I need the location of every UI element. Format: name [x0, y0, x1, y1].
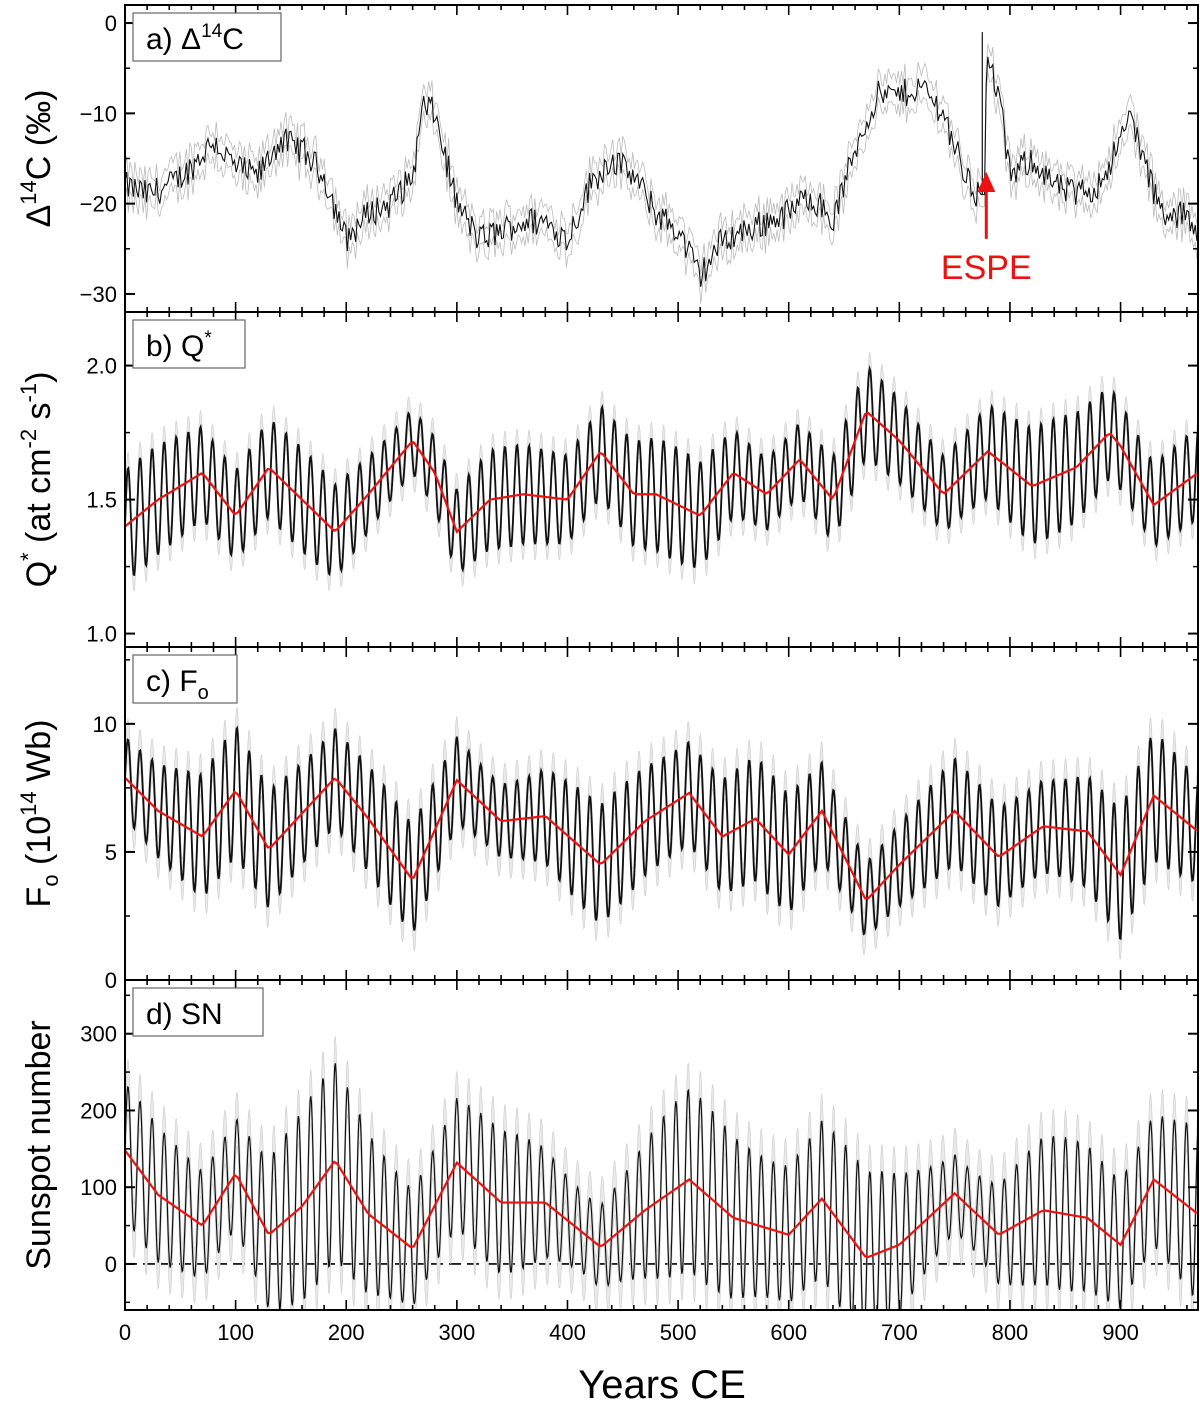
x-tick-label: 600 — [770, 1320, 807, 1345]
espe-label: ESPE — [941, 249, 1032, 287]
smoothed-series — [125, 1149, 1198, 1259]
uncertainty-upper — [125, 43, 1198, 275]
y-tick-label: 300 — [80, 1022, 117, 1047]
oscillating-series — [125, 365, 1198, 577]
x-tick-label: 200 — [328, 1320, 365, 1345]
y-tick-label: 1.5 — [86, 488, 117, 513]
x-axis-title: Years CE — [578, 1363, 746, 1407]
panels-layer: ESPE 0 −10 −20 −30 a) Δ14C Δ14C (‰) 1.0 1.5 2.0 b)… — [16, 4, 1199, 1345]
y-axis-title-b: Q* (at cm-2 s-1) — [16, 372, 58, 588]
plot-area-b — [125, 351, 1198, 592]
plot-area-a — [125, 32, 1198, 304]
delta14c-series — [125, 56, 1198, 287]
panel-label-b: b) Q* — [132, 319, 246, 369]
y-tick-label: 2.0 — [86, 354, 117, 379]
smoothed-series — [125, 411, 1198, 534]
panel-label-text: b) Q* — [146, 328, 212, 363]
x-tick-label: 500 — [660, 1320, 697, 1345]
panel-frame — [124, 4, 1199, 313]
panel-label-a: a) Δ14C — [132, 12, 282, 62]
y-tick-label: −20 — [80, 192, 117, 217]
panel-label-c: c) Fo — [132, 654, 238, 704]
y-tick-label: 5 — [105, 840, 117, 865]
panel-label-box — [132, 987, 264, 1037]
x-tick-label: 900 — [1102, 1320, 1139, 1345]
y-tick-label: 0 — [105, 968, 117, 993]
y-tick-label: −10 — [80, 101, 117, 126]
smoothed-series — [125, 776, 1198, 900]
x-tick-label: 800 — [992, 1320, 1029, 1345]
y-tick-label: 10 — [93, 712, 117, 737]
y-tick-label: 1.0 — [86, 622, 117, 647]
espe-arrow-head — [977, 172, 996, 193]
y-axis-title-c: Fo (1014 Wb) — [16, 720, 63, 908]
y-tick-label: 0 — [105, 11, 117, 36]
panel-label-box — [132, 319, 246, 369]
y-tick-label: −30 — [80, 282, 117, 307]
y-tick-label: 100 — [80, 1175, 117, 1200]
panel-label-d: d) SN — [132, 987, 264, 1037]
oscillating-series — [125, 725, 1198, 941]
uncertainty-band — [125, 706, 1198, 960]
plot-area-c — [125, 706, 1198, 960]
y-tick-label: 200 — [80, 1098, 117, 1123]
panel-frame — [124, 979, 1199, 1311]
x-tick-label: 0 — [119, 1320, 131, 1345]
x-tick-label: 700 — [881, 1320, 918, 1345]
panel-label-box — [132, 654, 238, 704]
y-axis-title-a: Δ14C (‰) — [16, 90, 58, 228]
panel-a: ESPE 0 −10 −20 −30 a) Δ14C Δ14C (‰) — [16, 4, 1199, 313]
panel-label-text: a) Δ14C — [146, 21, 244, 56]
panel-b: 1.0 1.5 2.0 b) Q* Q* (at cm-2 s-1) — [16, 311, 1199, 648]
panel-label-box — [132, 12, 282, 62]
x-tick-label: 300 — [438, 1320, 475, 1345]
y-tick-label: 0 — [105, 1252, 117, 1277]
y-axis-title-d: Sunspot number — [20, 1020, 58, 1270]
x-tick-label: 100 — [217, 1320, 254, 1345]
oscillating-series — [125, 1063, 1198, 1310]
uncertainty-lower — [125, 71, 1198, 304]
plot-area-d — [125, 1036, 1198, 1310]
panel-d: 0 100 200 300 d) SN Sunspot number 0 100 200 300 4… — [20, 979, 1199, 1345]
panel-c: 0 5 10 c) Fo Fo (1014 Wb) — [16, 646, 1199, 993]
x-tick-label: 400 — [549, 1320, 586, 1345]
uncertainty-band — [125, 1036, 1198, 1310]
panel-label-text: d) SN — [146, 998, 223, 1031]
panel-label-text: c) Fo — [146, 665, 209, 704]
